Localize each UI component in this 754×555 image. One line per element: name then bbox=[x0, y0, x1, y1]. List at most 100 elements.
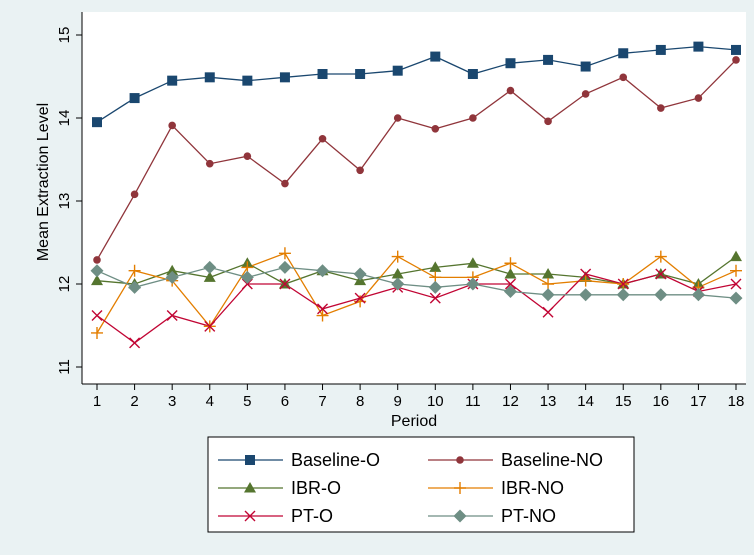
legend-marker bbox=[244, 510, 256, 522]
data-point-series-5 bbox=[129, 337, 141, 349]
y-axis: 11 12 13 14 15 bbox=[56, 12, 83, 384]
legend-label: Baseline-NO bbox=[501, 450, 603, 470]
legend-label: PT-O bbox=[291, 506, 333, 526]
data-point-series-6 bbox=[391, 277, 405, 291]
data-point-series-3 bbox=[542, 268, 555, 279]
data-point-series-6 bbox=[541, 288, 555, 302]
data-point-series-4 bbox=[730, 264, 742, 277]
data-point-series-1 bbox=[430, 51, 441, 62]
legend-marker bbox=[454, 482, 466, 494]
x-tick-label: 16 bbox=[652, 393, 669, 410]
x-tick-label: 1 bbox=[93, 393, 101, 410]
data-point-series-6 bbox=[316, 264, 330, 278]
data-point-series-1 bbox=[731, 44, 741, 55]
data-point-series-6 bbox=[729, 291, 743, 305]
data-point-series-3 bbox=[203, 271, 216, 282]
data-point-series-3 bbox=[429, 261, 442, 272]
data-point-series-2 bbox=[694, 94, 703, 102]
data-point-series-5 bbox=[655, 268, 667, 280]
data-point-series-5 bbox=[504, 278, 516, 290]
x-tick-label: 5 bbox=[243, 393, 251, 410]
data-point-series-6 bbox=[503, 284, 517, 298]
data-point-series-1 bbox=[355, 69, 366, 80]
series-line-5 bbox=[96, 273, 737, 344]
data-point-series-2 bbox=[318, 134, 327, 143]
data-point-series-4 bbox=[278, 247, 291, 260]
data-point-series-5 bbox=[617, 278, 629, 290]
legend-label: IBR-O bbox=[291, 478, 341, 498]
data-point-series-2 bbox=[506, 86, 515, 95]
x-tick-label: 6 bbox=[281, 393, 289, 410]
data-point-series-3 bbox=[504, 268, 517, 279]
legend-item-4: IBR-NO bbox=[428, 478, 564, 498]
data-point-series-2 bbox=[581, 90, 590, 98]
data-point-series-2 bbox=[657, 104, 665, 112]
data-point-series-6 bbox=[165, 270, 179, 284]
data-point-series-6 bbox=[654, 288, 668, 302]
data-point-series-6 bbox=[240, 270, 254, 284]
data-point-series-5 bbox=[542, 306, 554, 318]
y-tick-label: 13 bbox=[56, 193, 73, 210]
data-point-series-2 bbox=[431, 124, 440, 133]
legend-item-6: PT-NO bbox=[428, 506, 556, 526]
data-point-series-6 bbox=[616, 288, 630, 302]
plot-background bbox=[82, 12, 746, 384]
data-point-series-4 bbox=[579, 274, 592, 287]
legend-marker bbox=[453, 509, 467, 523]
data-point-series-3 bbox=[730, 250, 742, 262]
data-point-series-5 bbox=[279, 278, 291, 290]
x-tick-label: 8 bbox=[356, 393, 364, 410]
legend-marker bbox=[244, 482, 256, 493]
legend-label: IBR-NO bbox=[501, 478, 564, 498]
data-point-series-2 bbox=[544, 117, 552, 126]
data-point-series-4 bbox=[542, 278, 555, 290]
data-point-series-5 bbox=[354, 292, 366, 304]
data-point-series-2 bbox=[130, 190, 139, 199]
data-point-series-6 bbox=[203, 260, 217, 274]
data-point-series-2 bbox=[619, 73, 628, 82]
data-point-series-2 bbox=[205, 159, 214, 168]
x-axis-label: Period bbox=[391, 413, 437, 430]
data-point-series-6 bbox=[128, 280, 142, 294]
data-point-series-6 bbox=[579, 288, 593, 302]
data-point-series-6 bbox=[278, 260, 292, 274]
y-tick-label: 14 bbox=[56, 110, 73, 127]
data-point-series-6 bbox=[691, 288, 705, 302]
x-tick-label: 12 bbox=[502, 393, 519, 410]
x-tick-label: 13 bbox=[540, 393, 557, 410]
data-point-series-4 bbox=[128, 264, 141, 277]
series-line-2 bbox=[96, 59, 737, 261]
data-point-series-1 bbox=[392, 65, 403, 76]
x-tick-label: 14 bbox=[577, 393, 594, 410]
x-tick-label: 11 bbox=[465, 393, 481, 410]
data-point-series-1 bbox=[505, 58, 516, 69]
data-point-series-1 bbox=[242, 75, 253, 86]
legend-marker bbox=[456, 456, 464, 464]
data-point-series-5 bbox=[241, 278, 253, 290]
data-point-series-3 bbox=[166, 264, 179, 276]
legend-item-2: Baseline-NO bbox=[428, 450, 603, 470]
data-point-series-3 bbox=[391, 268, 404, 279]
legend-label: Baseline-O bbox=[291, 450, 380, 470]
data-point-series-1 bbox=[580, 61, 591, 72]
y-axis-label: Mean Extraction Level bbox=[35, 103, 52, 261]
data-point-series-1 bbox=[167, 75, 178, 86]
data-point-series-6 bbox=[353, 267, 367, 281]
data-point-series-4 bbox=[654, 250, 667, 263]
data-point-series-2 bbox=[469, 114, 477, 122]
data-point-series-5 bbox=[580, 268, 592, 280]
data-point-series-2 bbox=[393, 114, 402, 122]
legend-item-1: Baseline-O bbox=[218, 450, 380, 470]
x-tick-label: 9 bbox=[394, 393, 402, 410]
data-point-series-6 bbox=[466, 277, 480, 291]
legend-label: PT-NO bbox=[501, 506, 556, 526]
y-tick-label: 15 bbox=[56, 27, 73, 44]
data-point-series-4 bbox=[91, 326, 103, 339]
x-tick-label: 18 bbox=[728, 393, 745, 410]
data-point-series-1 bbox=[204, 72, 215, 83]
x-tick-label: 10 bbox=[427, 393, 444, 410]
data-point-series-1 bbox=[279, 72, 290, 83]
data-point-series-2 bbox=[281, 179, 289, 188]
y-tick-label: 11 bbox=[56, 359, 73, 375]
